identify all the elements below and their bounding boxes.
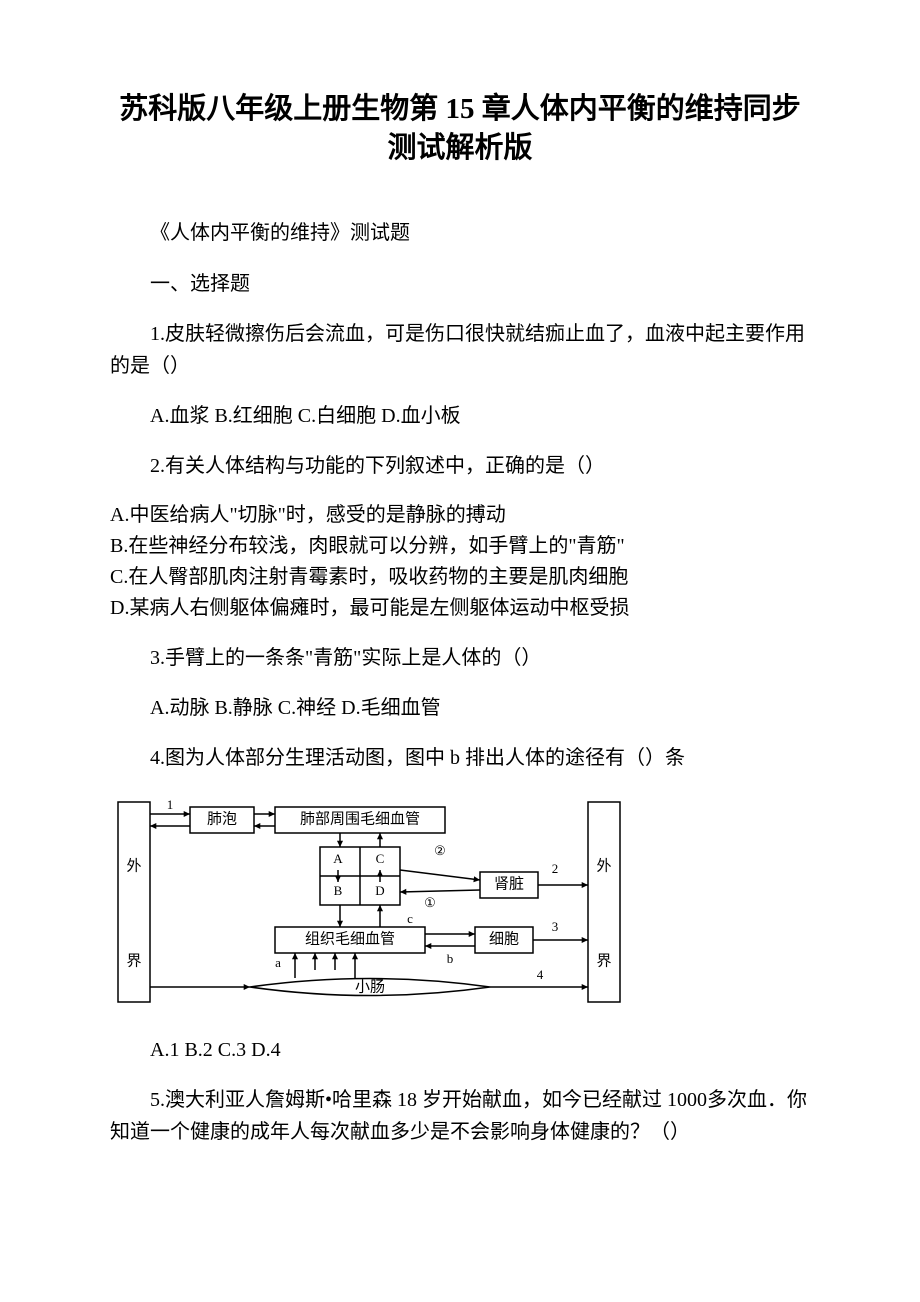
- page-title: 苏科版八年级上册生物第 15 章人体内平衡的维持同步测试解析版: [110, 90, 810, 168]
- svg-text:a: a: [275, 955, 281, 970]
- question-2: 2.有关人体结构与功能的下列叙述中，正确的是（）: [110, 450, 810, 482]
- physiology-diagram: 外界 外界 肺泡 肺部周围毛细血管 1 A C B D ② 肾脏 ① 2 组织毛细血管 c 细胞 3 b a 小肠 4: [110, 792, 810, 1020]
- svg-text:A: A: [333, 851, 343, 866]
- question-4: 4.图为人体部分生理活动图，图中 b 排出人体的途径有（）条: [110, 742, 810, 774]
- svg-text:外: 外: [596, 858, 611, 875]
- svg-text:4: 4: [537, 967, 544, 982]
- question-2-options: A.中医给病人"切脉"时，感受的是静脉的搏动 B.在些神经分布较浅，肉眼就可以分…: [110, 500, 810, 624]
- question-1-options: A.血浆 B.红细胞 C.白细胞 D.血小板: [110, 400, 810, 432]
- question-4-options: A.1 B.2 C.3 D.4: [110, 1034, 810, 1066]
- svg-text:组织毛细血管: 组织毛细血管: [305, 931, 395, 948]
- svg-text:肾脏: 肾脏: [494, 876, 524, 893]
- question-3-options: A.动脉 B.静脉 C.神经 D.毛细血管: [110, 692, 810, 724]
- question-3: 3.手臂上的一条条"青筋"实际上是人体的（）: [110, 642, 810, 674]
- section-label: 一、选择题: [110, 267, 810, 296]
- svg-text:细胞: 细胞: [489, 931, 519, 948]
- svg-text:肺泡: 肺泡: [207, 811, 237, 828]
- svg-text:①: ①: [424, 895, 436, 910]
- svg-text:3: 3: [552, 919, 559, 934]
- svg-text:C: C: [376, 851, 385, 866]
- q2-option-b: B.在些神经分布较浅，肉眼就可以分辨，如手臂上的"青筋": [110, 531, 810, 562]
- svg-text:肺部周围毛细血管: 肺部周围毛细血管: [300, 811, 420, 828]
- svg-text:B: B: [334, 883, 343, 898]
- svg-text:界: 界: [126, 954, 141, 970]
- svg-text:1: 1: [167, 797, 174, 812]
- q2-option-c: C.在人臀部肌肉注射青霉素时，吸收药物的主要是肌肉细胞: [110, 562, 810, 593]
- svg-text:D: D: [375, 883, 384, 898]
- svg-text:c: c: [407, 911, 413, 926]
- svg-text:②: ②: [434, 843, 446, 858]
- question-5: 5.澳大利亚人詹姆斯•哈里森 18 岁开始献血，如今已经献过 1000多次血．你…: [110, 1084, 810, 1148]
- test-subtitle: 《人体内平衡的维持》测试题: [110, 216, 810, 245]
- svg-text:小肠: 小肠: [355, 979, 385, 996]
- q2-option-a: A.中医给病人"切脉"时，感受的是静脉的搏动: [110, 500, 810, 531]
- svg-text:界: 界: [596, 954, 611, 970]
- question-1: 1.皮肤轻微擦伤后会流血，可是伤口很快就结痂止血了，血液中起主要作用的是（）: [110, 318, 810, 382]
- svg-text:2: 2: [552, 861, 559, 876]
- q2-option-d: D.某病人右侧躯体偏瘫时，最可能是左侧躯体运动中枢受损: [110, 593, 810, 624]
- svg-text:外: 外: [126, 858, 141, 875]
- svg-text:b: b: [447, 951, 454, 966]
